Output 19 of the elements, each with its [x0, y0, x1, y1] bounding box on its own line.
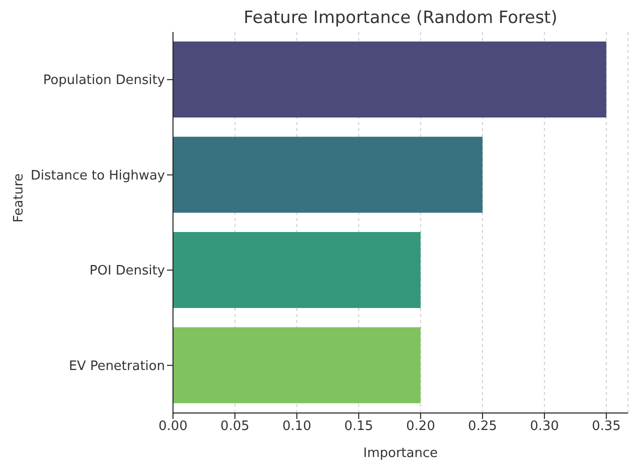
x-axis-title: Importance — [363, 446, 438, 461]
y-axis-title: Feature — [12, 173, 27, 222]
chart-title: Feature Importance (Random Forest) — [242, 8, 558, 28]
bar — [173, 327, 421, 404]
y-tick-label: Population Density — [43, 73, 166, 88]
x-tick-label: 0.20 — [406, 419, 436, 434]
bar — [173, 232, 421, 308]
bar — [173, 42, 606, 118]
x-tick-label: 0.15 — [344, 419, 374, 434]
y-tick-label: Distance to Highway — [30, 168, 166, 184]
x-tick-label: 0.00 — [158, 419, 188, 434]
y-tick-label: POI Density — [90, 264, 166, 279]
x-tick-label: 0.10 — [282, 419, 312, 434]
bar — [173, 136, 483, 213]
x-tick-label: 0.05 — [220, 419, 250, 434]
x-tick-label: 0.25 — [468, 419, 497, 434]
x-tick-label: 0.30 — [530, 419, 559, 434]
y-tick-label: EV Penetration — [68, 358, 165, 374]
x-tick-label: 0.35 — [592, 419, 621, 434]
